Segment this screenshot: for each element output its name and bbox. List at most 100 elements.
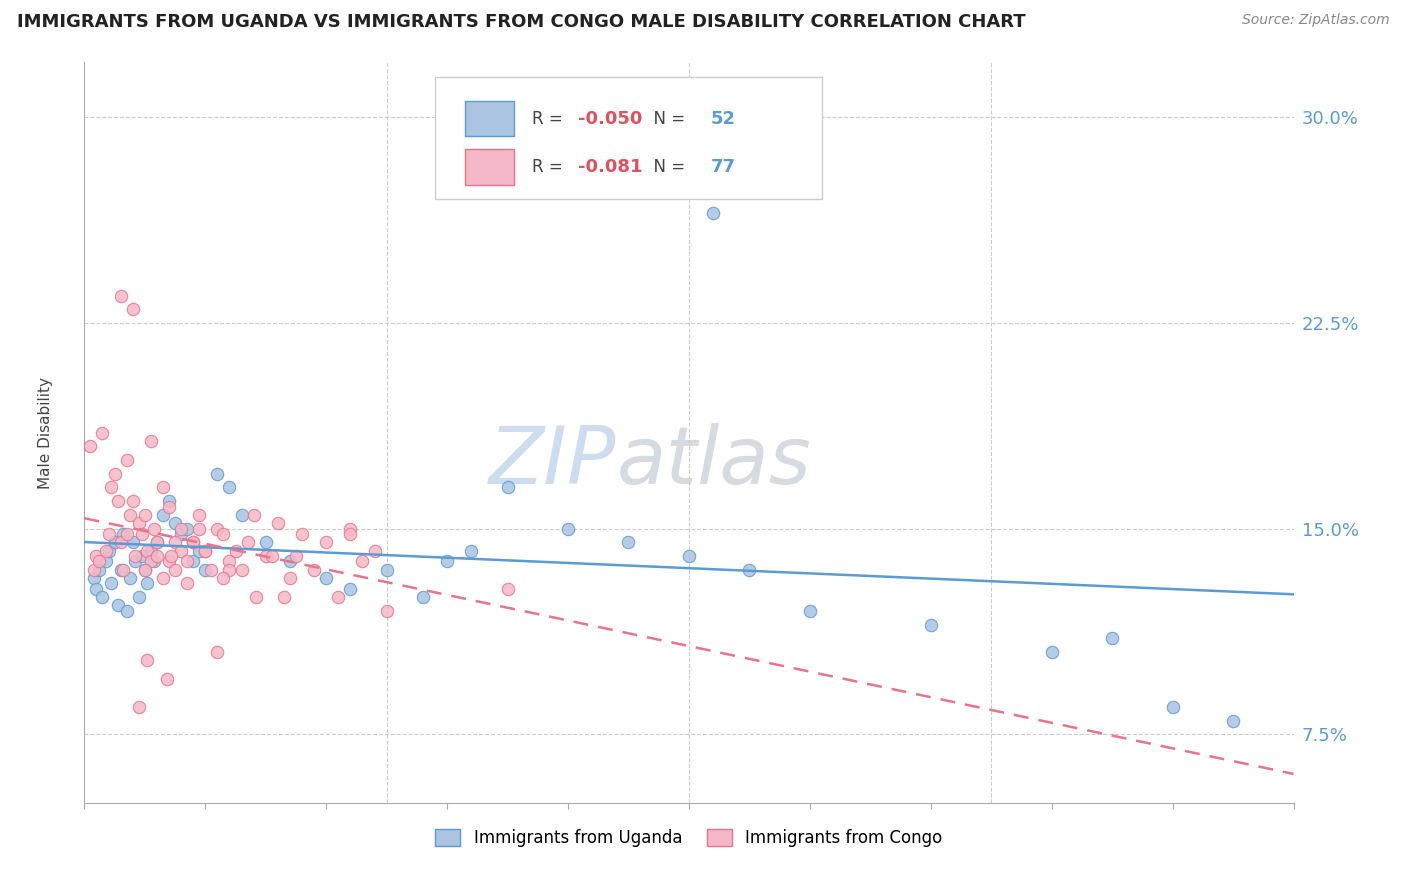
Point <box>225 543 247 558</box>
Point <box>165 563 187 577</box>
Point <box>97 527 120 541</box>
Point <box>107 494 129 508</box>
Point <box>136 576 159 591</box>
Point <box>83 563 105 577</box>
Point <box>91 590 114 604</box>
Point <box>617 535 640 549</box>
Point <box>115 527 138 541</box>
Point <box>181 535 204 549</box>
Point <box>231 508 253 522</box>
Point <box>194 543 217 558</box>
Point <box>115 604 138 618</box>
Point <box>339 527 361 541</box>
Point <box>1161 699 1184 714</box>
Point <box>176 522 198 536</box>
Point <box>212 571 235 585</box>
Point <box>131 527 153 541</box>
Point <box>91 425 114 440</box>
Point <box>200 563 222 577</box>
Point <box>94 554 117 568</box>
Point <box>181 554 204 568</box>
Point <box>1101 632 1123 646</box>
Point <box>207 522 229 536</box>
Point <box>110 535 132 549</box>
Point <box>581 178 603 193</box>
Point <box>152 571 174 585</box>
Point <box>375 563 398 577</box>
Point <box>165 535 187 549</box>
Text: ZIP: ZIP <box>489 423 616 501</box>
Point <box>352 554 374 568</box>
Point <box>100 480 122 494</box>
Point <box>121 535 143 549</box>
Point <box>160 549 183 563</box>
Point <box>152 508 174 522</box>
Point <box>94 543 117 558</box>
Point <box>157 500 180 514</box>
Point <box>181 535 204 549</box>
Point <box>245 590 267 604</box>
Point <box>188 508 211 522</box>
Point <box>104 467 127 481</box>
Point <box>242 508 264 522</box>
Text: -0.081: -0.081 <box>578 158 643 176</box>
Point <box>738 563 761 577</box>
Point <box>121 302 143 317</box>
Point <box>236 535 259 549</box>
Point <box>139 554 162 568</box>
Point <box>87 563 110 577</box>
Point <box>139 543 162 558</box>
Point <box>339 522 361 536</box>
Point <box>136 543 159 558</box>
Point <box>146 535 169 549</box>
Point <box>146 549 169 563</box>
Point <box>120 508 142 522</box>
Text: IMMIGRANTS FROM UGANDA VS IMMIGRANTS FROM CONGO MALE DISABILITY CORRELATION CHAR: IMMIGRANTS FROM UGANDA VS IMMIGRANTS FRO… <box>17 13 1025 31</box>
FancyBboxPatch shape <box>465 101 513 136</box>
Point <box>218 480 240 494</box>
Point <box>412 590 434 604</box>
Point <box>152 480 174 494</box>
Point <box>278 554 301 568</box>
Point <box>218 563 240 577</box>
Point <box>207 645 229 659</box>
Point <box>799 604 821 618</box>
Point <box>188 522 211 536</box>
Point <box>207 467 229 481</box>
Point <box>1040 645 1063 659</box>
Point <box>100 576 122 591</box>
Point <box>496 480 519 494</box>
Point <box>339 582 361 596</box>
Point <box>1222 714 1244 728</box>
Point <box>170 522 193 536</box>
Text: 77: 77 <box>710 158 735 176</box>
Point <box>146 535 169 549</box>
Point <box>273 590 295 604</box>
Point <box>165 516 187 530</box>
Text: N =: N = <box>643 158 690 176</box>
Point <box>702 206 724 220</box>
Point <box>121 494 143 508</box>
Point <box>134 563 156 577</box>
Text: N =: N = <box>643 110 690 128</box>
Point <box>128 590 150 604</box>
Point <box>363 543 385 558</box>
Text: R =: R = <box>531 158 568 176</box>
Legend: Immigrants from Uganda, Immigrants from Congo: Immigrants from Uganda, Immigrants from … <box>429 822 949 854</box>
Point <box>104 535 127 549</box>
Point <box>110 288 132 302</box>
Point <box>328 590 350 604</box>
Point <box>285 549 308 563</box>
Point <box>86 549 108 563</box>
Point <box>176 554 198 568</box>
Point <box>139 434 162 448</box>
Point <box>107 599 129 613</box>
FancyBboxPatch shape <box>465 149 513 185</box>
Point <box>315 571 337 585</box>
Point <box>112 563 135 577</box>
Point <box>134 508 156 522</box>
Point <box>231 563 253 577</box>
Point <box>375 604 398 618</box>
Text: R =: R = <box>531 110 568 128</box>
Point <box>254 535 277 549</box>
